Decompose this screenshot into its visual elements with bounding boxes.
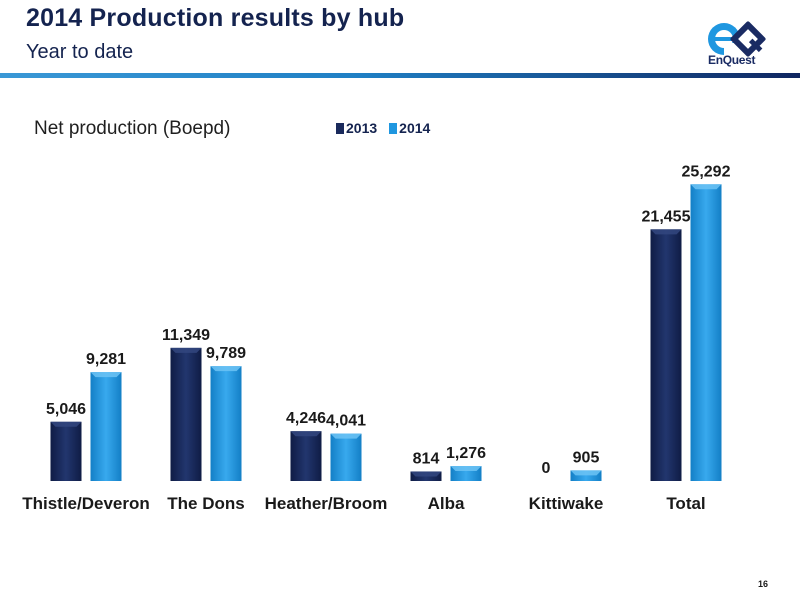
legend-swatch-2014 [389, 122, 398, 134]
bar-bevel-alba-2014 [450, 466, 482, 472]
data-label-total-2014: 25,292 [682, 163, 731, 180]
data-label-kittiwake-2014: 905 [573, 449, 600, 466]
bar-the-dons-2013 [170, 347, 202, 481]
data-label-heather-broom-2013: 4,246 [286, 410, 326, 427]
category-label-thistle-deveron: Thistle/Deveron [22, 494, 150, 513]
bar-the-dons-2014 [210, 366, 242, 481]
bar-bevel-the-dons-2013 [170, 347, 202, 353]
data-label-thistle-deveron-2014: 9,281 [86, 351, 126, 368]
bar-total-2014 [690, 184, 722, 481]
bar-bevel-kittiwake-2014 [570, 470, 602, 476]
data-label-alba-2013: 814 [413, 450, 440, 467]
legend-label-2014: 2014 [399, 120, 431, 136]
data-label-kittiwake-2013: 0 [542, 460, 551, 477]
category-label-kittiwake: Kittiwake [529, 494, 604, 513]
bar-bevel-total-2014 [690, 184, 722, 190]
bar-total-2013 [650, 229, 682, 481]
header-divider [0, 73, 800, 78]
bar-bevel-alba-2013 [410, 471, 442, 477]
slide-header: 2014 Production results by hub Year to d… [0, 0, 800, 78]
legend-swatch-2013 [336, 122, 344, 134]
category-label-heather-broom: Heather/Broom [265, 494, 388, 513]
page-number: 16 [758, 579, 769, 589]
chart-title: Net production (Boepd) [34, 118, 231, 139]
data-label-total-2013: 21,455 [642, 208, 691, 225]
bar-bevel-heather-broom-2014 [330, 433, 362, 439]
slide-title: 2014 Production results by hub [26, 4, 405, 32]
category-label-total: Total [666, 494, 705, 513]
chart-legend: 2013 2014 [336, 120, 430, 136]
legend-item-2013: 2013 [336, 120, 377, 136]
legend-label-2013: 2013 [346, 120, 378, 136]
bar-heather-broom-2014 [330, 433, 362, 481]
bar-thistle-deveron-2013 [50, 421, 82, 481]
bar-thistle-deveron-2014 [90, 372, 122, 481]
bar-kittiwake-2014 [570, 470, 602, 481]
data-label-the-dons-2013: 11,349 [162, 327, 210, 344]
data-label-heather-broom-2014: 4,041 [326, 413, 366, 430]
data-label-thistle-deveron-2013: 5,046 [46, 401, 86, 418]
legend-item-2014: 2014 [389, 120, 430, 136]
bar-bevel-heather-broom-2013 [290, 431, 322, 437]
logo-wordmark: EnQuest [708, 53, 756, 67]
enquest-logo-icon [708, 21, 766, 57]
data-label-the-dons-2014: 9,789 [206, 345, 246, 362]
category-label-alba: Alba [428, 494, 465, 513]
bar-bevel-thistle-deveron-2013 [50, 421, 82, 427]
category-label-the-dons: The Dons [167, 494, 244, 513]
slide-subtitle: Year to date [26, 41, 134, 63]
data-label-alba-2014: 1,276 [446, 445, 486, 462]
bar-bevel-thistle-deveron-2014 [90, 372, 122, 378]
bar-bevel-total-2013 [650, 229, 682, 235]
bar-heather-broom-2013 [290, 431, 322, 481]
bar-bevel-the-dons-2014 [210, 366, 242, 372]
